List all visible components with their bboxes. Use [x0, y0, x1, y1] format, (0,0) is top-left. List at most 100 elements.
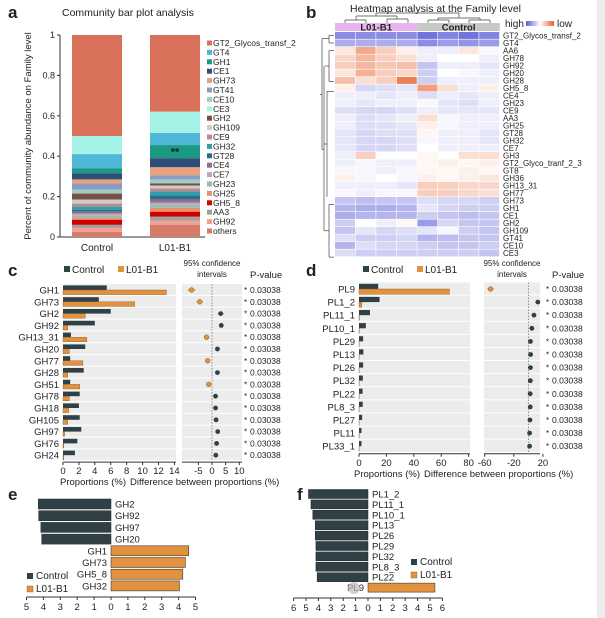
bar-treatment	[110, 545, 189, 557]
heatmap-cell	[438, 62, 458, 69]
bar-segment	[150, 35, 200, 112]
row-band	[359, 347, 470, 361]
heatmap-cell	[479, 92, 500, 99]
heatmap-cell	[355, 159, 376, 167]
heatmap-cell	[396, 234, 417, 242]
ci-point	[528, 365, 533, 370]
row-label: GH97	[115, 523, 140, 534]
ci-point	[528, 352, 534, 357]
heatmap-cell	[458, 212, 479, 219]
heatmap-cell	[355, 249, 376, 257]
bar-control	[41, 533, 112, 545]
bar-segment	[72, 173, 122, 180]
bar-control	[315, 551, 369, 562]
row-band	[359, 426, 470, 439]
row-label: PL9	[338, 285, 355, 296]
legend-label: GH32	[213, 141, 235, 151]
heatmap-cell	[355, 129, 376, 137]
row-label: GH28	[503, 77, 524, 86]
heatmap-cell	[396, 62, 417, 69]
heatmap-cell	[417, 122, 438, 129]
heatmap-cell	[355, 92, 376, 99]
row-label: GH51	[34, 380, 59, 391]
legend-label: GH1	[213, 57, 231, 67]
heatmap-cell	[335, 39, 355, 47]
p-value: 0.03038	[250, 320, 281, 330]
bar-treatment	[62, 455, 64, 461]
legend-swatch	[207, 209, 212, 215]
heatmap-cell	[355, 39, 376, 47]
row-label: PL32	[333, 376, 355, 387]
heatmap-cell	[479, 122, 500, 129]
heatmap-cell	[417, 77, 438, 84]
x-tick-label: 6	[291, 603, 296, 614]
row-label: GH20	[503, 69, 524, 78]
bar-control	[315, 541, 369, 551]
heatmap-cell	[335, 204, 355, 212]
p-value: 0.03038	[552, 297, 583, 307]
p-value: 0.03038	[552, 428, 583, 438]
row-band	[359, 334, 470, 347]
row-label: PL8_3	[372, 562, 399, 573]
y-tick-label: 0.4	[42, 151, 55, 161]
row-label: GT2_Glyco_tranf_2_3	[503, 159, 582, 168]
heatmap-cell	[479, 212, 500, 219]
bar-segment	[72, 35, 122, 136]
legend-label: GH109	[213, 123, 240, 133]
heatmap-cell	[376, 174, 397, 182]
heatmap-cell	[396, 32, 417, 39]
legend-label: AA3	[213, 207, 229, 217]
bar-control	[359, 388, 363, 394]
heatmap-cell	[335, 62, 355, 69]
heatmap-cell	[355, 219, 376, 227]
row-label: GH73	[34, 297, 59, 308]
heatmap-cell	[458, 84, 479, 92]
legend-label: L01-B1	[420, 570, 453, 581]
bar-treatment	[62, 325, 68, 331]
row-label: GH23	[503, 99, 524, 108]
heatmap-cell	[355, 204, 376, 212]
heatmap-cell	[438, 197, 458, 204]
pvalue-header: P-value	[250, 270, 282, 281]
bar-treatment	[62, 348, 70, 354]
row-label: PL13	[372, 521, 394, 532]
legend-label: CE1	[213, 66, 230, 76]
heatmap-cell	[355, 84, 376, 92]
p-value: 0.03038	[552, 284, 583, 294]
significance-star: *	[546, 377, 549, 386]
ci-row-band	[484, 295, 540, 308]
legend-swatch	[207, 96, 212, 102]
row-label: GH73	[82, 558, 107, 569]
significance-star: *	[546, 298, 549, 307]
bar-control	[63, 379, 71, 385]
heatmap-cell	[479, 137, 500, 144]
ci-point	[487, 286, 494, 292]
bar-treatment	[62, 301, 135, 307]
ci-x-tick-label: 10	[234, 466, 245, 477]
bar-control	[63, 368, 84, 373]
heatmap-cell	[376, 114, 397, 122]
heatmap-cell	[335, 84, 355, 92]
row-label: GH28	[34, 368, 59, 379]
legend-label: GH23	[213, 179, 235, 189]
row-label: PL22	[333, 389, 355, 400]
heatmap-cell	[376, 54, 397, 62]
heatmap-cell	[355, 62, 376, 69]
row-label: GH78	[503, 54, 524, 63]
ci-row-band	[484, 374, 540, 387]
heatmap-cell	[376, 189, 397, 197]
y-tick-label: 1	[50, 30, 55, 40]
legend-label: others	[213, 226, 237, 236]
heatmap-cell	[438, 159, 458, 167]
x-tick-label: 1	[91, 602, 96, 613]
significance-star: *	[546, 311, 549, 320]
legend-label: L01-B1	[425, 265, 458, 276]
heatmap-cell	[396, 99, 417, 107]
heatmap-cell	[458, 54, 479, 62]
heatmap-cell	[396, 182, 417, 189]
row-label: GH13_31	[18, 333, 59, 344]
x-axis-label: Proportions (%)	[60, 477, 126, 488]
x-tick-label: 40	[409, 458, 420, 469]
heatmap-cell	[335, 69, 355, 77]
x-tick-label: 10	[137, 466, 148, 477]
